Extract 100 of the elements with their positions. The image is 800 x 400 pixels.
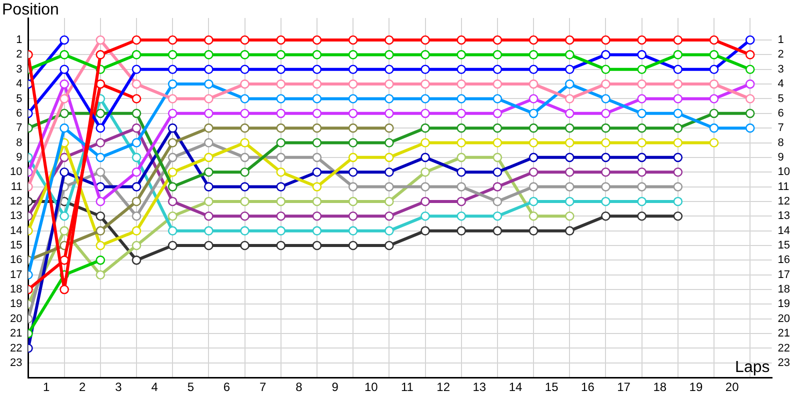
- point: [276, 50, 286, 60]
- point: [168, 35, 178, 45]
- point: [132, 64, 142, 74]
- y2-tick-label: 8: [778, 136, 784, 149]
- point: [384, 94, 394, 104]
- point: [492, 108, 502, 118]
- point: [745, 123, 755, 133]
- point: [564, 211, 574, 221]
- point: [709, 123, 719, 133]
- point: [348, 35, 358, 45]
- y2-tick-label: 16: [778, 254, 790, 266]
- point: [312, 94, 322, 104]
- point: [456, 94, 466, 104]
- point: [168, 152, 178, 162]
- point: [456, 79, 466, 89]
- point: [745, 64, 755, 74]
- point: [240, 64, 250, 74]
- y2-tick-label: 23: [778, 356, 790, 369]
- y-tick-label: 5: [16, 92, 22, 105]
- point: [60, 50, 69, 60]
- point: [456, 138, 466, 148]
- point: [492, 79, 502, 89]
- point: [745, 94, 755, 104]
- point: [312, 138, 322, 148]
- point: [637, 94, 646, 104]
- y-tick-label: 10: [10, 166, 22, 178]
- point: [132, 152, 142, 162]
- point: [276, 196, 286, 206]
- point: [348, 94, 358, 104]
- point: [240, 182, 250, 192]
- point: [204, 94, 214, 104]
- point: [528, 226, 538, 236]
- point: [492, 138, 502, 148]
- point: [384, 182, 394, 192]
- point: [492, 226, 502, 236]
- point: [564, 152, 574, 162]
- point: [456, 182, 466, 192]
- x-tick-label: 3: [115, 380, 122, 394]
- point: [240, 123, 250, 133]
- point: [312, 226, 322, 236]
- point: [420, 108, 430, 118]
- point: [312, 152, 322, 162]
- y2-tick-label: 21: [778, 328, 790, 340]
- point: [276, 138, 286, 148]
- point: [240, 79, 250, 89]
- point: [60, 64, 69, 74]
- point: [168, 64, 178, 74]
- point: [528, 79, 538, 89]
- point: [348, 211, 358, 221]
- point: [420, 123, 430, 133]
- x-tick-label: 7: [260, 380, 266, 394]
- point: [673, 152, 683, 162]
- point: [96, 152, 106, 162]
- point: [96, 138, 106, 148]
- point: [168, 123, 178, 133]
- point: [528, 64, 538, 74]
- y2-tick-label: 18: [778, 284, 790, 296]
- y2-tick-label: 20: [778, 312, 790, 325]
- point: [168, 79, 178, 89]
- point: [312, 50, 322, 60]
- point: [168, 50, 178, 60]
- point: [276, 94, 286, 104]
- point: [637, 50, 646, 60]
- point: [348, 50, 358, 60]
- point: [132, 94, 142, 104]
- point: [456, 108, 466, 118]
- point: [276, 226, 286, 236]
- y-tick-label: 7: [16, 122, 22, 134]
- point: [276, 182, 286, 192]
- y2-tick-label: 19: [778, 298, 790, 310]
- point: [348, 138, 358, 148]
- y2-tick-label: 7: [778, 122, 784, 134]
- x-tick-label: 14: [508, 380, 522, 394]
- point: [240, 226, 250, 236]
- point: [601, 64, 610, 74]
- point: [132, 79, 142, 89]
- point: [132, 138, 142, 148]
- point: [420, 182, 430, 192]
- point: [276, 123, 286, 133]
- point: [276, 240, 286, 250]
- point: [384, 79, 394, 89]
- point: [601, 138, 610, 148]
- point: [637, 123, 646, 133]
- point: [132, 50, 142, 60]
- point: [384, 64, 394, 74]
- point: [240, 108, 250, 118]
- point: [564, 64, 574, 74]
- point: [564, 94, 574, 104]
- y-tick-label: 20: [10, 312, 22, 325]
- point: [420, 35, 430, 45]
- point: [564, 182, 574, 192]
- point: [601, 123, 610, 133]
- point: [420, 152, 430, 162]
- point: [709, 50, 719, 60]
- point: [132, 167, 142, 177]
- point: [96, 226, 106, 236]
- y-tick-label: 8: [16, 136, 22, 149]
- point: [132, 182, 142, 192]
- x-tick-label: 18: [653, 380, 667, 394]
- point: [60, 123, 69, 133]
